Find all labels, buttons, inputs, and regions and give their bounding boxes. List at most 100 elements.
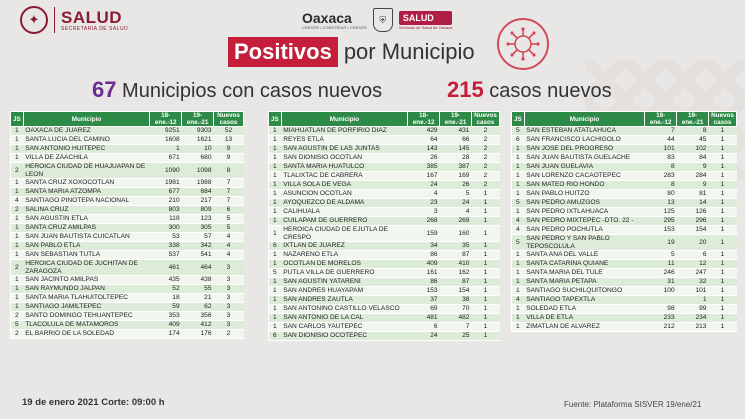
cases-jan19-cell: 160 <box>439 225 472 242</box>
municipio-cell: SAN JUAN BAUTISTA CUICATLAN <box>23 232 150 242</box>
cases-jan18-cell: 409 <box>407 259 440 269</box>
js-cell: 1 <box>268 259 282 269</box>
cases-jan18-cell: 34 <box>407 241 440 251</box>
new-cases-cell: 1 <box>471 268 500 278</box>
new-cases-cell: 1 <box>471 241 500 251</box>
new-cases-cell: 1 <box>708 250 737 260</box>
table-header-row: JS Municipio 18-ene.-12 19-ene.-21 Nuevos ca… <box>10 111 244 127</box>
table-row: 1 CUILAPAM DE GUERRERO 268 269 1 <box>268 216 500 226</box>
table-row: 1 VILLA DE ZAACHILA 671 680 9 <box>10 153 244 163</box>
table-row: 1 SAN CARLOS YAUTEPEC 6 7 1 <box>268 322 500 332</box>
municipio-cell: SAN AGUSTIN DE LAS JUNTAS <box>281 144 408 154</box>
column-header: Municipio <box>22 111 151 127</box>
js-cell: 1 <box>10 178 24 188</box>
salud-logo-text: SALUD <box>61 7 123 27</box>
casos-label: casos nuevos <box>489 80 612 102</box>
table-row: 4 SANTIAGO PINOTEPA NACIONAL 210 217 7 <box>10 196 244 206</box>
cases-jan18-cell: 212 <box>644 322 677 332</box>
cases-jan18-cell: 159 <box>407 225 440 242</box>
column-header: 19-ene.-21 <box>181 111 215 127</box>
cases-jan18-cell: 4 <box>407 189 440 199</box>
new-cases-cell: 5 <box>213 214 244 224</box>
js-cell: 1 <box>511 189 525 199</box>
cases-jan18-cell: 1 <box>149 144 182 154</box>
js-cell: 1 <box>511 286 525 296</box>
js-cell: 1 <box>511 171 525 181</box>
municipio-cell: SAN ANDRES HUAYAPAM <box>281 286 408 296</box>
municipio-cell: SANTIAGO PINOTEPA NACIONAL <box>23 196 150 206</box>
table-row: 1 SAN PEDRO IXTLAHUACA 125 126 1 <box>511 207 737 217</box>
table-row: 2 HEROICA CIUDAD DE JUCHITAN DE ZARAGOZA 4… <box>10 259 244 276</box>
municipio-cell: HEROICA CIUDAD DE EJUTLA DE CRESPO <box>281 225 408 242</box>
table-row: 1 SAN JOSE DEL PROGRESO 101 102 1 <box>511 144 737 154</box>
js-cell: 1 <box>268 144 282 154</box>
js-cell: 1 <box>511 304 525 314</box>
municipio-cell: SANTA MARIA DEL TULE <box>524 268 645 278</box>
cases-jan19-cell: 342 <box>181 241 214 251</box>
municipio-cell: SAN ANTONINO CASTILLO VELASCO <box>281 304 408 314</box>
cases-jan18-cell: 283 <box>644 171 677 181</box>
cases-jan19-cell: 217 <box>181 196 214 206</box>
new-cases-cell: 1 <box>708 207 737 217</box>
table-row: 1 SAN AGUSTIN DE LAS JUNTAS 143 145 2 <box>268 144 500 154</box>
municipios-table-2: JS Municipio 18-ene.-12 19-ene.-21 Nuevos ca… <box>268 111 501 341</box>
js-cell: 1 <box>511 322 525 332</box>
cases-jan18-cell: 52 <box>149 284 182 294</box>
new-cases-cell: 5 <box>213 223 244 233</box>
cases-jan18-cell: 13 <box>644 198 677 208</box>
cases-jan19-cell: 176 <box>181 329 214 339</box>
js-cell: 4 <box>511 295 525 305</box>
cases-jan18-cell: 59 <box>149 302 182 312</box>
js-cell: 1 <box>268 250 282 260</box>
municipio-cell: SAN JUAN GUELAVIA <box>524 162 645 172</box>
new-cases-cell: 1 <box>708 153 737 163</box>
cases-jan18-cell: 338 <box>149 241 182 251</box>
municipio-cell: REYES ETLA <box>281 135 408 145</box>
new-cases-cell: 1 <box>708 322 737 332</box>
js-cell: 1 <box>268 198 282 208</box>
cases-jan18-cell: 803 <box>149 205 182 215</box>
cases-jan19-cell: 680 <box>181 153 214 163</box>
column-header: Municipio <box>523 111 646 127</box>
cases-jan19-cell: 387 <box>439 162 472 172</box>
cases-jan19-cell: 1988 <box>181 178 214 188</box>
table-row: 1 SAN ANTONIO DE LA CAL 481 482 1 <box>268 313 500 323</box>
new-cases-cell: 1 <box>708 277 737 287</box>
municipio-cell: SAN JUAN BAUTISTA GUELACHE <box>524 153 645 163</box>
salud-badge: SALUD <box>398 10 453 25</box>
municipio-cell: EL BARRIO DE LA SOLEDAD <box>23 329 150 339</box>
new-cases-cell: 1 <box>708 162 737 172</box>
new-cases-cell: 4 <box>213 241 244 251</box>
cases-jan18-cell: 161 <box>407 268 440 278</box>
js-cell: 1 <box>511 162 525 172</box>
js-cell: 1 <box>268 207 282 217</box>
municipio-cell: TLALIXTAC DE CABRERA <box>281 171 408 181</box>
new-cases-cell: 7 <box>213 178 244 188</box>
table-row: 1 HEROICA CIUDAD DE EJUTLA DE CRESPO 159 16… <box>268 225 500 242</box>
municipio-cell: AYOQUEZCO DE ALDAMA <box>281 198 408 208</box>
new-cases-cell: 1 <box>471 207 500 217</box>
cases-jan18-cell: 8 <box>644 180 677 190</box>
cases-jan18-cell: 23 <box>407 198 440 208</box>
new-cases-cell: 1 <box>471 295 500 305</box>
cases-jan19-cell: 684 <box>181 187 214 197</box>
cases-jan19-cell: 269 <box>439 216 472 226</box>
table-row: 1 TLALIXTAC DE CABRERA 167 169 2 <box>268 171 500 181</box>
cases-jan19-cell: 62 <box>181 302 214 312</box>
new-cases-cell: 1 <box>708 126 737 136</box>
cases-jan19-cell: 45 <box>676 135 709 145</box>
municipios-table-1: JS Municipio 18-ene.-12 19-ene.-21 Nuevos ca… <box>10 111 244 339</box>
table-row: 1 NAZARENO ETLA 86 87 1 <box>268 250 500 260</box>
new-cases-cell: 3 <box>213 293 244 303</box>
cases-jan19-cell: 25 <box>439 331 472 341</box>
table-row: 1 SANTA MARIA HUATULCO 385 387 2 <box>268 162 500 172</box>
table-row: 2 SALINA CRUZ 803 809 6 <box>10 205 244 215</box>
js-cell: 1 <box>511 277 525 287</box>
js-cell: 4 <box>511 216 525 226</box>
table-row: 1 SAN ANTONINO CASTILLO VELASCO 69 70 1 <box>268 304 500 314</box>
cases-jan19-cell: 32 <box>676 277 709 287</box>
cases-jan19-cell: 154 <box>676 225 709 235</box>
cases-jan19-cell: 305 <box>181 223 214 233</box>
js-cell: 1 <box>268 322 282 332</box>
new-cases-cell: 3 <box>213 311 244 321</box>
